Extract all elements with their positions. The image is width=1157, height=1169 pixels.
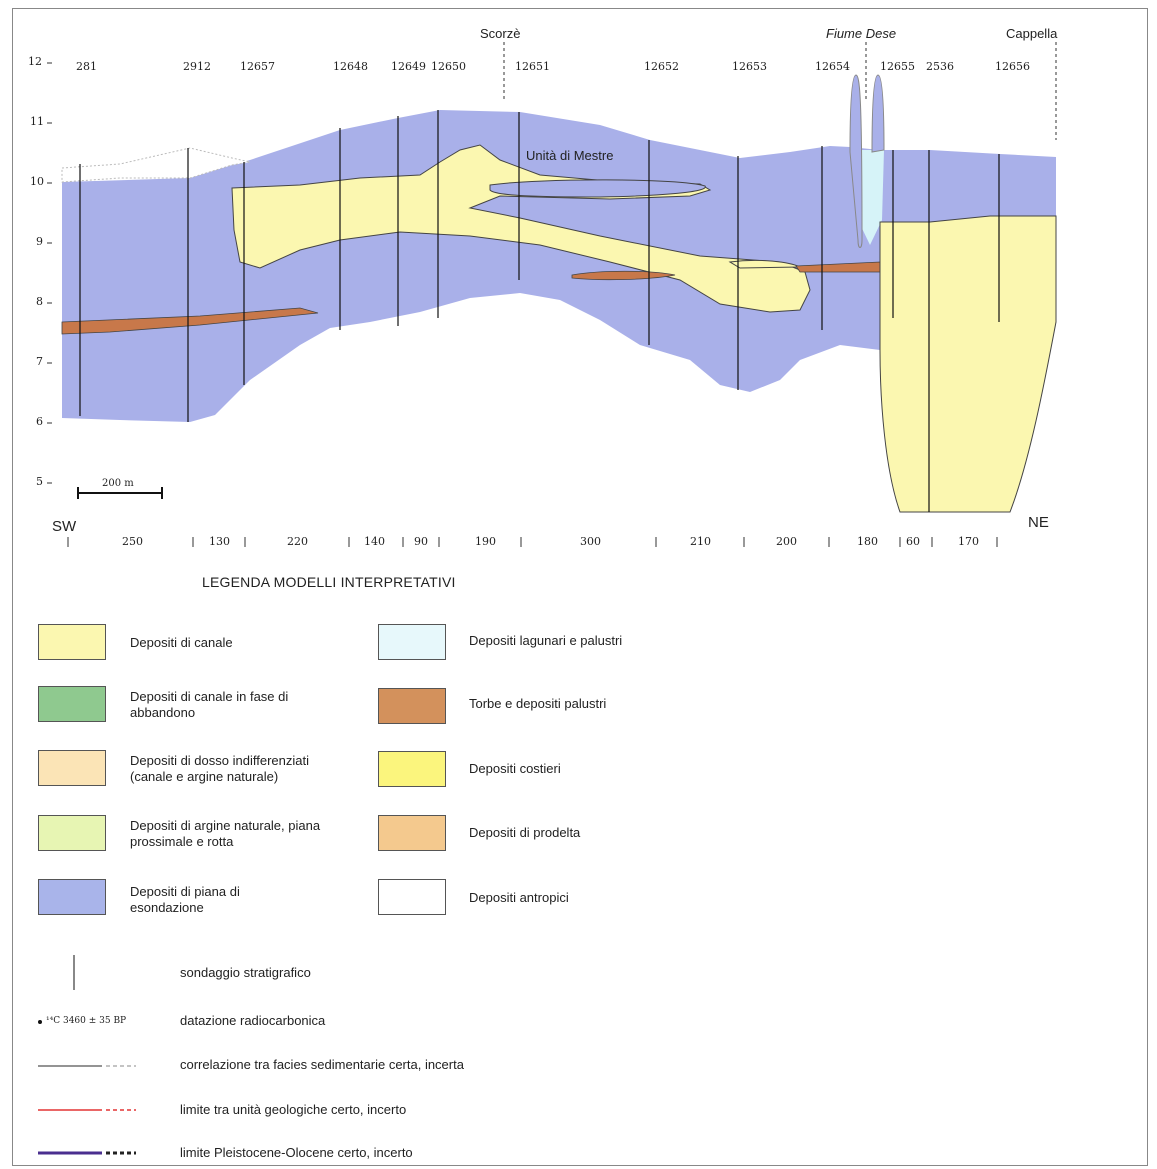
- swatch-coastal: [378, 751, 446, 787]
- legend-label: Torbe e depositi palustri: [469, 696, 607, 711]
- borehole-id: 2536: [926, 60, 954, 73]
- y-tick-label: 7: [36, 355, 43, 368]
- y-tick-label: 8: [36, 295, 43, 308]
- place-label: Fiume Dese: [826, 26, 897, 41]
- legend-label: correlazione tra facies sedimentarie cer…: [180, 1057, 464, 1072]
- borehole-id: 12653: [732, 60, 767, 73]
- distance-label: 140: [364, 535, 385, 548]
- distance-label: 170: [958, 535, 979, 548]
- legend-label: Depositi di prodelta: [469, 825, 581, 840]
- borehole-id: 12648: [333, 60, 368, 73]
- legend-label: Depositi di canale: [130, 635, 233, 650]
- y-tick-label: 12: [28, 55, 42, 68]
- borehole-id: 12655: [880, 60, 915, 73]
- legend-label: Depositi costieri: [469, 761, 561, 776]
- borehole-id: 281: [76, 60, 97, 73]
- anthropic-deposit: [61, 147, 251, 183]
- distance-label: 200: [776, 535, 797, 548]
- legend-label: Depositi lagunari e palustri: [469, 633, 623, 648]
- figure-frame: [12, 8, 1148, 1166]
- scale-label: 200 m: [102, 478, 134, 489]
- distance-label: 300: [580, 535, 601, 548]
- dese-channel: [871, 74, 885, 153]
- borehole-id: 12651: [515, 60, 550, 73]
- legend-label: Depositi di dosso indifferenziati (canal…: [130, 753, 309, 784]
- swatch-abandon-channel: [38, 686, 106, 722]
- borehole-id: 12650: [431, 60, 466, 73]
- legend-title: LEGENDA MODELLI INTERPRETATIVI: [202, 574, 456, 590]
- y-tick-label: 11: [30, 115, 44, 128]
- direction-sw: SW: [52, 518, 77, 535]
- place-label: Cappella: [1006, 26, 1058, 41]
- borehole-id: 12652: [644, 60, 679, 73]
- y-tick-label: 6: [36, 415, 43, 428]
- distance-label: 210: [690, 535, 711, 548]
- legend-label: Depositi di argine naturale, piana pross…: [130, 818, 321, 849]
- radiocarbon-sample: ¹⁴C 3460 ± 35 BP: [46, 1016, 127, 1026]
- legend-label: limite Pleistocene-Olocene certo, incert…: [180, 1145, 413, 1160]
- radiocarbon-dot: [38, 1020, 42, 1024]
- swatch-floodplain: [38, 879, 106, 915]
- y-tick-label: 9: [36, 235, 43, 248]
- legend-label: Depositi di canale in fase di abbandono: [130, 689, 289, 720]
- swatch-anthropic: [378, 879, 446, 915]
- distance-label: 130: [209, 535, 230, 548]
- channel-lens: [489, 179, 706, 198]
- distance-ticks: [67, 537, 998, 547]
- legend-label: sondaggio stratigrafico: [180, 965, 311, 980]
- y-tick-label: 5: [36, 475, 43, 488]
- legend-label: limite tra unità geologiche certo, incer…: [180, 1102, 407, 1117]
- swatch-natural-levee: [38, 815, 106, 851]
- unit-label: Unità di Mestre: [526, 148, 614, 163]
- distance-label: 250: [122, 535, 143, 548]
- dese-channel: [849, 74, 863, 248]
- legend-label: datazione radiocarbonica: [180, 1013, 326, 1028]
- borehole-id: 12649: [391, 60, 426, 73]
- lagoon-deposit: [856, 150, 884, 245]
- borehole-id: 2912: [183, 60, 211, 73]
- distance-label: 60: [906, 535, 920, 548]
- distance-label: 180: [857, 535, 878, 548]
- distance-label: 90: [414, 535, 428, 548]
- swatch-prodelta: [378, 815, 446, 851]
- coastal-deposit: [879, 215, 1057, 513]
- legend-label: Depositi antropici: [469, 890, 569, 905]
- distance-label: 190: [475, 535, 496, 548]
- swatch-lagoon: [378, 624, 446, 660]
- distance-label: 220: [287, 535, 308, 548]
- direction-ne: NE: [1028, 514, 1049, 531]
- y-tick-label: 10: [30, 175, 44, 188]
- swatch-peat: [378, 688, 446, 724]
- swatch-channel: [38, 624, 106, 660]
- borehole-id: 12657: [240, 60, 275, 73]
- borehole-id: 12656: [995, 60, 1030, 73]
- boreholes: [79, 110, 1000, 512]
- borehole-id: 12654: [815, 60, 850, 73]
- place-label: Scorzè: [480, 26, 521, 41]
- legend-label: Depositi di piana di esondazione: [130, 884, 240, 915]
- swatch-levee-undiff: [38, 750, 106, 786]
- peat-layer: [61, 307, 319, 335]
